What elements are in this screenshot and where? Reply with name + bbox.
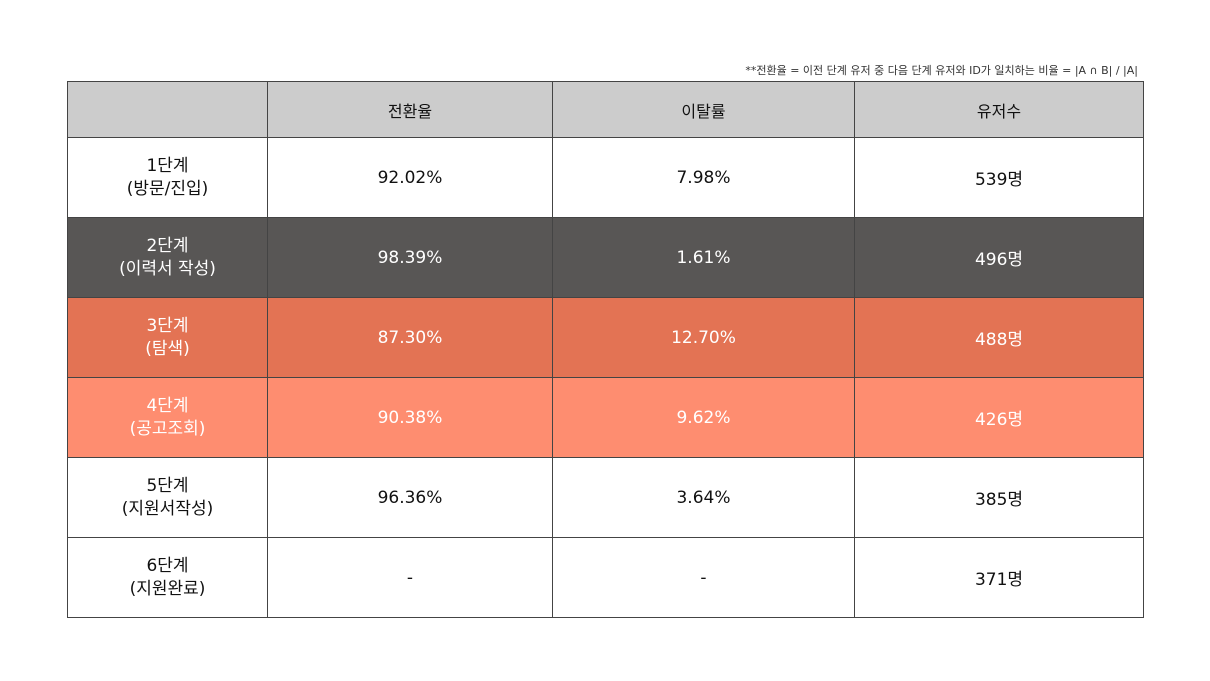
stage-description: (공고조회)	[129, 418, 206, 439]
conversion-rate-cell: 90.38%	[267, 377, 553, 458]
churn-rate-cell: 3.64%	[552, 457, 855, 538]
stage-number: 6단계	[146, 555, 189, 576]
stage-number: 2단계	[146, 235, 189, 256]
stage-description: (이력서 작성)	[119, 258, 216, 279]
stage-label-cell: 6단계 (지원완료)	[67, 537, 268, 618]
stage-label-cell: 2단계 (이력서 작성)	[67, 217, 268, 298]
stage-label-cell: 4단계 (공고조회)	[67, 377, 268, 458]
header-conversion: 전환율	[267, 81, 553, 138]
conversion-rate-cell: 96.36%	[267, 457, 553, 538]
churn-rate-cell: 9.62%	[552, 377, 855, 458]
header-stage	[67, 81, 268, 138]
user-count-cell: 539명	[854, 137, 1144, 218]
conversion-rate-cell: 92.02%	[267, 137, 553, 218]
table-row-stage-1: 1단계 (방문/진입) 92.02% 7.98% 539명	[67, 137, 1144, 218]
table-row-stage-4: 4단계 (공고조회) 90.38% 9.62% 426명	[67, 377, 1144, 458]
table-header-row: 전환율 이탈률 유저수	[67, 81, 1144, 138]
user-count-cell: 488명	[854, 297, 1144, 378]
table-row-stage-5: 5단계 (지원서작성) 96.36% 3.64% 385명	[67, 457, 1144, 538]
stage-description: (방문/진입)	[126, 178, 209, 199]
stage-number: 1단계	[146, 155, 189, 176]
table-row-stage-2: 2단계 (이력서 작성) 98.39% 1.61% 496명	[67, 217, 1144, 298]
user-count-cell: 385명	[854, 457, 1144, 538]
stage-label-cell: 3단계 (탐색)	[67, 297, 268, 378]
stage-description: (탐색)	[145, 338, 190, 359]
churn-rate-cell: 12.70%	[552, 297, 855, 378]
formula-footnote: **전환율 = 이전 단계 유저 중 다음 단계 유저와 ID가 일치하는 비율…	[745, 64, 1138, 77]
stage-description: (지원완료)	[129, 578, 206, 599]
funnel-table: 전환율 이탈률 유저수 1단계 (방문/진입) 92.02% 7.98% 539…	[67, 81, 1144, 618]
stage-label-cell: 5단계 (지원서작성)	[67, 457, 268, 538]
churn-rate-cell: -	[552, 537, 855, 618]
table-row-stage-3: 3단계 (탐색) 87.30% 12.70% 488명	[67, 297, 1144, 378]
conversion-rate-cell: -	[267, 537, 553, 618]
user-count-cell: 426명	[854, 377, 1144, 458]
header-users: 유저수	[854, 81, 1144, 138]
conversion-rate-cell: 87.30%	[267, 297, 553, 378]
stage-description: (지원서작성)	[121, 498, 214, 519]
stage-number: 3단계	[146, 315, 189, 336]
header-churn: 이탈률	[552, 81, 855, 138]
stage-label-cell: 1단계 (방문/진입)	[67, 137, 268, 218]
conversion-rate-cell: 98.39%	[267, 217, 553, 298]
table-row-stage-6: 6단계 (지원완료) - - 371명	[67, 537, 1144, 618]
user-count-cell: 371명	[854, 537, 1144, 618]
stage-number: 5단계	[146, 475, 189, 496]
churn-rate-cell: 1.61%	[552, 217, 855, 298]
user-count-cell: 496명	[854, 217, 1144, 298]
churn-rate-cell: 7.98%	[552, 137, 855, 218]
stage-number: 4단계	[146, 395, 189, 416]
